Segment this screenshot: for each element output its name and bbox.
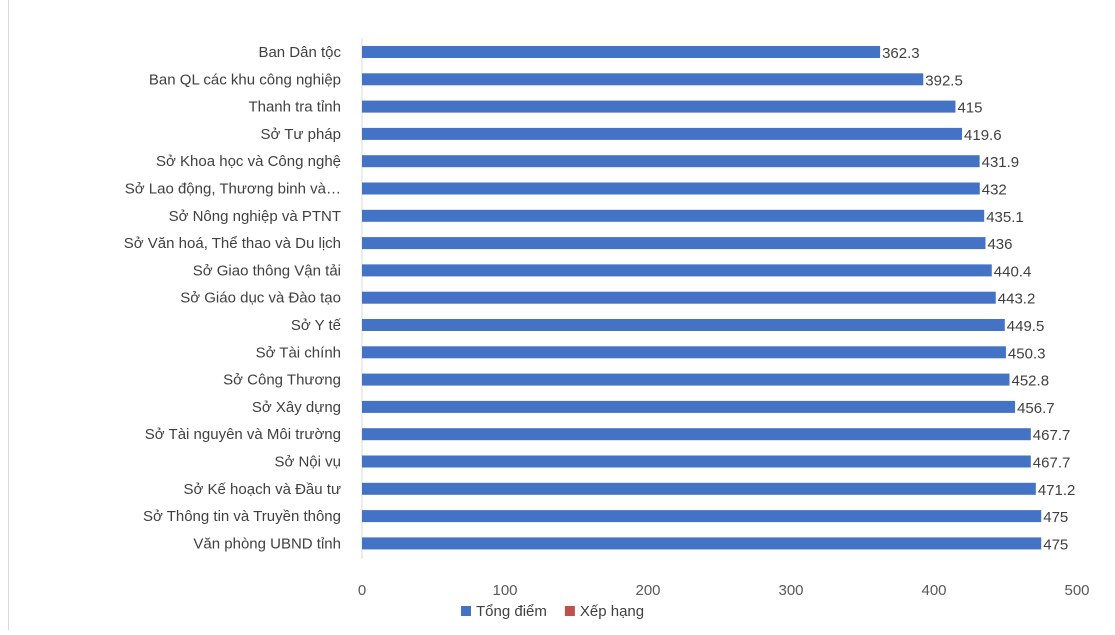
bar	[362, 373, 1010, 386]
data-label: 432	[982, 182, 1007, 199]
legend-entry: Xếp hạng	[580, 603, 644, 620]
frame-divider	[8, 0, 9, 630]
bar	[362, 291, 996, 304]
data-label: 415	[957, 100, 982, 117]
bar	[362, 400, 1016, 413]
category-label: Sở Lao động, Thương binh và…	[125, 181, 341, 198]
legend-swatch	[461, 606, 471, 616]
data-label: 452.8	[1012, 373, 1050, 390]
category-label: Sở Công Thương	[223, 372, 341, 389]
category-label: Ban Dân tộc	[258, 44, 341, 61]
category-label: Sở Y tế	[291, 317, 342, 334]
x-tick-label: 300	[778, 582, 803, 599]
data-label: 362.3	[882, 45, 920, 62]
category-label: Thanh tra tỉnh	[248, 99, 341, 116]
data-label: 467.7	[1033, 427, 1071, 444]
data-label: 443.2	[998, 291, 1036, 308]
category-label: Sở Tư pháp	[261, 126, 341, 143]
x-tick-label: 200	[635, 582, 660, 599]
data-label: 475	[1043, 536, 1068, 553]
x-tick-label: 0	[358, 582, 366, 599]
x-tick-label: 400	[921, 582, 946, 599]
data-label: 450.3	[1008, 345, 1046, 362]
bar	[362, 100, 956, 113]
category-label: Sở Văn hoá, Thể thao và Du lịch	[124, 235, 341, 252]
bar	[362, 237, 986, 250]
bar	[362, 46, 881, 58]
category-label: Sở Nội vụ	[274, 454, 341, 471]
bar	[362, 428, 1031, 441]
x-tick-label: 500	[1064, 582, 1089, 599]
bar	[362, 73, 924, 86]
category-label: Sở Tài chính	[256, 344, 341, 361]
data-label: 419.6	[964, 127, 1002, 144]
legend-swatch	[564, 606, 575, 616]
category-label: Sở Giao thông Vận tải	[193, 262, 341, 279]
category-label: Sở Khoa học và Công nghệ	[156, 153, 341, 170]
data-label: 436	[987, 236, 1012, 253]
data-label: 431.9	[982, 154, 1020, 171]
bar	[362, 537, 1042, 550]
data-label: 440.4	[994, 263, 1032, 280]
category-label: Ban QL các khu công nghiệp	[149, 71, 341, 88]
bar	[362, 346, 1006, 359]
bar	[362, 209, 985, 222]
legend-entry: Tổng điểm	[476, 603, 547, 620]
data-label: 467.7	[1033, 455, 1071, 472]
data-label: 471.2	[1038, 482, 1076, 499]
bar	[362, 319, 1005, 331]
bar	[362, 127, 963, 140]
data-label: 449.5	[1007, 318, 1045, 335]
category-label: Sở Xây dựng	[252, 399, 341, 416]
category-label: Sở Thông tin và Truyền thông	[143, 508, 341, 525]
category-label: Văn phòng UBND tỉnh	[193, 535, 341, 552]
data-label: 392.5	[925, 72, 963, 89]
bar	[362, 264, 992, 277]
data-label: 456.7	[1017, 400, 1055, 417]
category-label: Sở Kế hoạch và Đầu tư	[184, 481, 341, 498]
data-label: 435.1	[986, 209, 1024, 226]
category-label: Sở Tài nguyên và Môi trường	[145, 426, 341, 443]
bar	[362, 155, 980, 168]
bar	[362, 455, 1031, 468]
bar	[362, 482, 1036, 495]
bar	[362, 182, 980, 195]
category-label: Sở Nông nghiệp và PTNT	[169, 208, 341, 225]
bar	[362, 510, 1042, 523]
category-label: Sở Giáo dục và Đào tạo	[180, 290, 341, 307]
data-label: 475	[1043, 509, 1068, 526]
x-tick-label: 100	[492, 582, 517, 599]
